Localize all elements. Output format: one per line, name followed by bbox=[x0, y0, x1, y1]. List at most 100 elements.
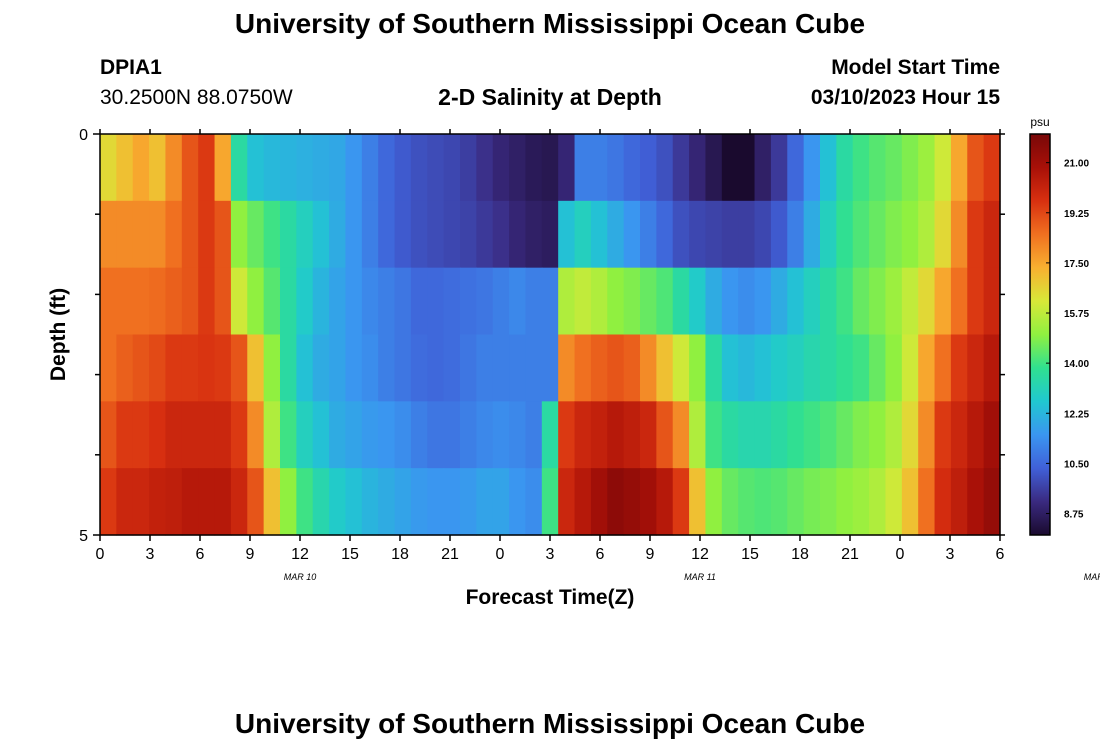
heatmap-cell bbox=[721, 134, 739, 202]
heatmap-cell bbox=[296, 468, 314, 536]
heatmap-cell bbox=[558, 468, 576, 536]
heatmap-cell bbox=[263, 134, 281, 202]
heatmap-cell bbox=[476, 200, 494, 269]
heatmap-cell bbox=[590, 334, 608, 402]
heatmap-cell bbox=[410, 134, 428, 202]
heatmap-cell bbox=[329, 200, 347, 269]
heatmap-cell bbox=[869, 401, 887, 469]
x-tick-label: 9 bbox=[646, 546, 655, 563]
colorbar-tick-label: 17.50 bbox=[1064, 259, 1089, 270]
heatmap-cell bbox=[738, 267, 756, 336]
heatmap-cell bbox=[901, 200, 919, 269]
heatmap-cell bbox=[181, 401, 199, 469]
heatmap-cell bbox=[672, 200, 690, 269]
heatmap-cell bbox=[525, 200, 543, 269]
heatmap-cell bbox=[247, 200, 265, 269]
heatmap-cell bbox=[836, 134, 854, 202]
heatmap-cell bbox=[852, 468, 870, 536]
heatmap-cell bbox=[230, 200, 248, 269]
heatmap-cell bbox=[149, 401, 167, 469]
heatmap-cell bbox=[574, 468, 592, 536]
heatmap-cell bbox=[296, 267, 314, 336]
heatmap-cell bbox=[623, 134, 641, 202]
heatmap-cell bbox=[378, 200, 396, 269]
x-tick-label: 12 bbox=[291, 546, 309, 563]
colorbar-ticks: 21.00 19.25 17.50 15.75 14.00 12.25 10.50 8.75 bbox=[1046, 159, 1089, 521]
heatmap-cell bbox=[312, 267, 330, 336]
heatmap-cell bbox=[492, 401, 510, 469]
heatmap-cell bbox=[623, 401, 641, 469]
heatmap-cell bbox=[721, 267, 739, 336]
heatmap-cell bbox=[443, 401, 461, 469]
heatmap-cell bbox=[934, 468, 952, 536]
heatmap-cell bbox=[836, 200, 854, 269]
heatmap-cell bbox=[525, 401, 543, 469]
heatmap-cell bbox=[918, 468, 936, 536]
heatmap-cell bbox=[410, 334, 428, 402]
heatmap-cell bbox=[590, 267, 608, 336]
heatmap-cell bbox=[623, 267, 641, 336]
colorbar-tick-label: 12.25 bbox=[1064, 409, 1089, 420]
heatmap-cell bbox=[705, 267, 723, 336]
heatmap-cell bbox=[901, 401, 919, 469]
heatmap-cell bbox=[492, 134, 510, 202]
heatmap-cell bbox=[852, 267, 870, 336]
heatmap-cell bbox=[427, 134, 445, 202]
heatmap-cell bbox=[149, 134, 167, 202]
heatmap-cell bbox=[950, 468, 968, 536]
heatmap-cell bbox=[901, 468, 919, 536]
y-tick-label: 5 bbox=[79, 528, 88, 545]
heatmap-cell bbox=[263, 200, 281, 269]
heatmap-cell bbox=[476, 401, 494, 469]
heatmap-cell bbox=[378, 468, 396, 536]
heatmap-cell bbox=[672, 401, 690, 469]
heatmap-cell bbox=[263, 401, 281, 469]
heatmap-cell bbox=[427, 334, 445, 402]
heatmap-cell bbox=[656, 334, 674, 402]
heatmap-cell bbox=[329, 134, 347, 202]
heatmap-cell bbox=[558, 401, 576, 469]
heatmap-cell bbox=[950, 267, 968, 336]
heatmap-cell bbox=[820, 200, 837, 269]
heatmap-cell bbox=[869, 134, 887, 202]
page-title: University of Southern Mississippi Ocean… bbox=[234, 8, 866, 39]
heatmap-cell bbox=[509, 267, 527, 336]
heatmap-cell bbox=[590, 200, 608, 269]
heatmap-cell bbox=[558, 267, 576, 336]
heatmap-cell bbox=[803, 267, 821, 336]
heatmap-cell bbox=[950, 334, 968, 402]
heatmap-cell bbox=[100, 334, 117, 402]
heatmap-cell bbox=[100, 401, 117, 469]
heatmap-cell bbox=[345, 134, 363, 202]
heatmap-cell bbox=[460, 267, 477, 336]
heatmap-cell bbox=[230, 468, 248, 536]
heatmap-cell bbox=[410, 267, 428, 336]
heatmap-cell bbox=[656, 267, 674, 336]
heatmap-cell bbox=[803, 468, 821, 536]
heatmap-cell bbox=[181, 334, 199, 402]
heatmap-cell bbox=[852, 401, 870, 469]
heatmap-cell bbox=[214, 401, 232, 469]
heatmap-cell bbox=[885, 134, 903, 202]
heatmap-cell bbox=[165, 200, 183, 269]
heatmap-cell bbox=[410, 200, 428, 269]
chart-title: 2-D Salinity at Depth bbox=[438, 84, 662, 110]
heatmap-cell bbox=[574, 267, 592, 336]
heatmap-cell bbox=[541, 267, 559, 336]
heatmap-cell bbox=[361, 401, 379, 469]
x-tick-label: 21 bbox=[441, 546, 459, 563]
heatmap-cell bbox=[918, 267, 936, 336]
colorbar-tick-label: 19.25 bbox=[1064, 209, 1089, 220]
heatmap-cell bbox=[803, 334, 821, 402]
heatmap-cell bbox=[983, 401, 1001, 469]
heatmap-cell bbox=[885, 267, 903, 336]
heatmap-cell bbox=[230, 134, 248, 202]
heatmap-cell bbox=[476, 134, 494, 202]
heatmap-cell bbox=[770, 200, 788, 269]
heatmap-cell bbox=[116, 334, 134, 402]
heatmap-cell bbox=[116, 468, 134, 536]
heatmap-cell bbox=[672, 267, 690, 336]
heatmap-cell bbox=[378, 134, 396, 202]
heatmap-cell bbox=[721, 334, 739, 402]
heatmap-cell bbox=[378, 334, 396, 402]
